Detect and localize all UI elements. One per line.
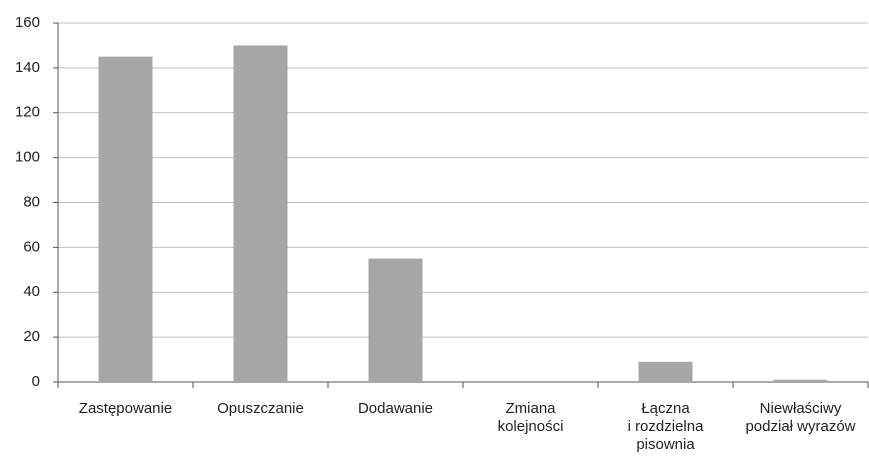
y-tick-label: 140 [15,59,40,76]
y-tick-label: 160 [15,14,40,31]
y-tick-label: 0 [32,373,40,390]
x-tick-label: Zmiana kolejności [497,400,564,435]
x-tick-label: Zastępowanie [78,400,173,417]
x-tick-label: Niewłaściwy podział wyrazów [745,400,856,435]
y-tick-label: 120 [15,104,40,121]
bar [638,361,693,382]
y-tick-label: 40 [23,283,40,300]
y-tick-label: 80 [23,193,40,210]
y-tick-label: 100 [15,149,40,166]
bar [773,379,828,382]
x-tick-label: Łączna i rozdzielna pisownia [627,400,704,453]
y-tick-label: 60 [23,238,40,255]
bar [98,56,153,382]
bar [368,258,423,382]
y-tick-label: 20 [23,328,40,345]
bar [233,45,288,382]
x-tick-label: Opuszczanie [217,400,304,417]
x-tick-label: Dodawanie [357,400,434,417]
